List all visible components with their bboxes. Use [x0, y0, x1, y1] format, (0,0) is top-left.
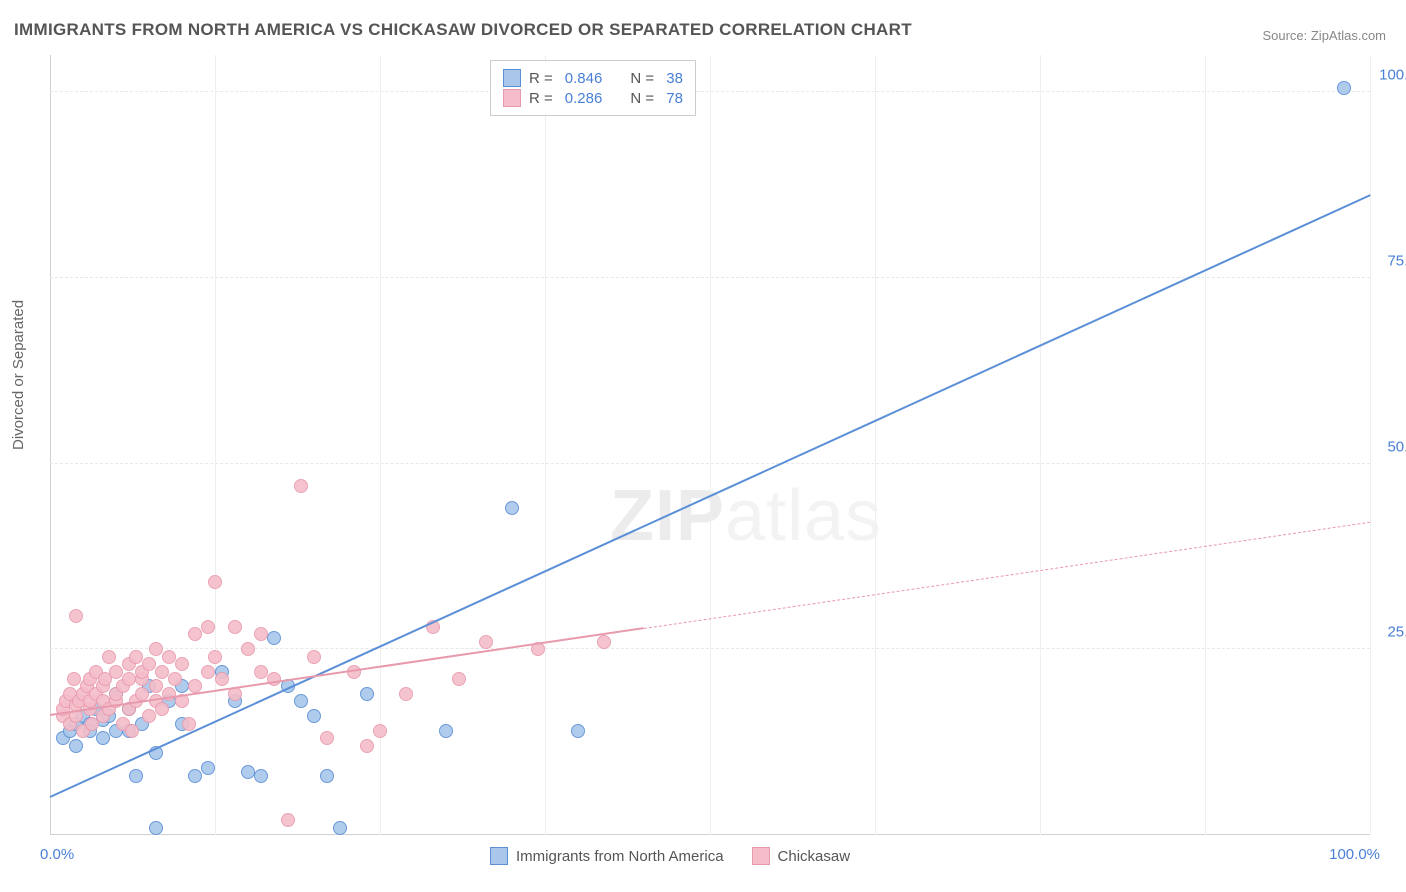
data-point — [96, 731, 110, 745]
scatter-plot: 25.0%50.0%75.0%100.0% — [50, 55, 1370, 835]
legend-swatch — [490, 847, 508, 865]
legend-n-label: N = — [630, 70, 654, 87]
data-point — [208, 650, 222, 664]
data-point — [452, 672, 466, 686]
y-axis-label: Divorced or Separated — [10, 300, 27, 450]
data-point — [201, 665, 215, 679]
data-point — [155, 702, 169, 716]
legend-stats: R = 0.846 N = 38 R = 0.286 N = 78 — [490, 60, 696, 116]
x-tick-min: 0.0% — [40, 846, 74, 863]
data-point — [188, 769, 202, 783]
gridline-vertical — [1205, 55, 1206, 835]
legend-r-value: 0.846 — [565, 70, 603, 87]
data-point — [373, 724, 387, 738]
data-point — [125, 724, 139, 738]
legend-label: Chickasaw — [778, 848, 851, 865]
data-point — [360, 687, 374, 701]
data-point — [155, 665, 169, 679]
data-point — [307, 650, 321, 664]
data-point — [208, 575, 222, 589]
data-point — [149, 642, 163, 656]
data-point — [67, 672, 81, 686]
chart-title: IMMIGRANTS FROM NORTH AMERICA VS CHICKAS… — [14, 20, 912, 40]
data-point — [320, 769, 334, 783]
data-point — [241, 765, 255, 779]
y-tick-label: 25.0% — [1387, 624, 1406, 641]
data-point — [267, 631, 281, 645]
legend-stat-row: R = 0.286 N = 78 — [503, 89, 683, 107]
data-point — [254, 665, 268, 679]
gridline-vertical — [380, 55, 381, 835]
data-point — [175, 657, 189, 671]
gridline-vertical — [545, 55, 546, 835]
data-point — [254, 769, 268, 783]
data-point — [241, 642, 255, 656]
legend-n-value: 78 — [662, 90, 683, 107]
legend-series: Immigrants from North America Chickasaw — [490, 847, 850, 865]
data-point — [307, 709, 321, 723]
x-tick-max: 100.0% — [1329, 846, 1380, 863]
data-point — [294, 479, 308, 493]
data-point — [360, 739, 374, 753]
legend-n-value: 38 — [662, 70, 683, 87]
legend-item: Immigrants from North America — [490, 847, 724, 865]
data-point — [69, 739, 83, 753]
data-point — [182, 717, 196, 731]
data-point — [149, 679, 163, 693]
y-axis — [50, 55, 51, 835]
y-tick-label: 75.0% — [1387, 252, 1406, 269]
data-point — [142, 709, 156, 723]
data-point — [479, 635, 493, 649]
data-point — [281, 813, 295, 827]
data-point — [320, 731, 334, 745]
data-point — [129, 650, 143, 664]
data-point — [201, 620, 215, 634]
data-point — [201, 761, 215, 775]
legend-r-label: R = — [529, 90, 553, 107]
data-point — [109, 665, 123, 679]
y-tick-label: 100.0% — [1379, 67, 1406, 84]
source-label: Source: ZipAtlas.com — [1262, 28, 1386, 43]
legend-n-label: N = — [630, 90, 654, 107]
gridline-vertical — [710, 55, 711, 835]
legend-r-label: R = — [529, 70, 553, 87]
legend-swatch — [752, 847, 770, 865]
data-point — [399, 687, 413, 701]
data-point — [122, 672, 136, 686]
gridline-vertical — [1040, 55, 1041, 835]
legend-label: Immigrants from North America — [516, 848, 724, 865]
legend-swatch — [503, 89, 521, 107]
data-point — [129, 769, 143, 783]
trendline-dashed — [644, 522, 1370, 629]
data-point — [294, 694, 308, 708]
y-tick-label: 50.0% — [1387, 438, 1406, 455]
data-point — [102, 650, 116, 664]
data-point — [571, 724, 585, 738]
data-point — [597, 635, 611, 649]
data-point — [228, 620, 242, 634]
legend-swatch — [503, 69, 521, 87]
data-point — [505, 501, 519, 515]
data-point — [1337, 81, 1351, 95]
gridline-vertical — [1370, 55, 1371, 835]
data-point — [149, 821, 163, 835]
data-point — [69, 609, 83, 623]
data-point — [333, 821, 347, 835]
data-point — [142, 657, 156, 671]
data-point — [168, 672, 182, 686]
chart-area: ZIPatlas 25.0%50.0%75.0%100.0% R =0.846N… — [50, 55, 1370, 835]
legend-r-value: 0.286 — [565, 90, 603, 107]
data-point — [439, 724, 453, 738]
data-point — [254, 627, 268, 641]
data-point — [162, 650, 176, 664]
legend-item: Chickasaw — [752, 847, 851, 865]
data-point — [215, 672, 229, 686]
data-point — [188, 627, 202, 641]
gridline-vertical — [215, 55, 216, 835]
legend-stat-row: R = 0.846 N = 38 — [503, 69, 683, 87]
gridline-vertical — [875, 55, 876, 835]
